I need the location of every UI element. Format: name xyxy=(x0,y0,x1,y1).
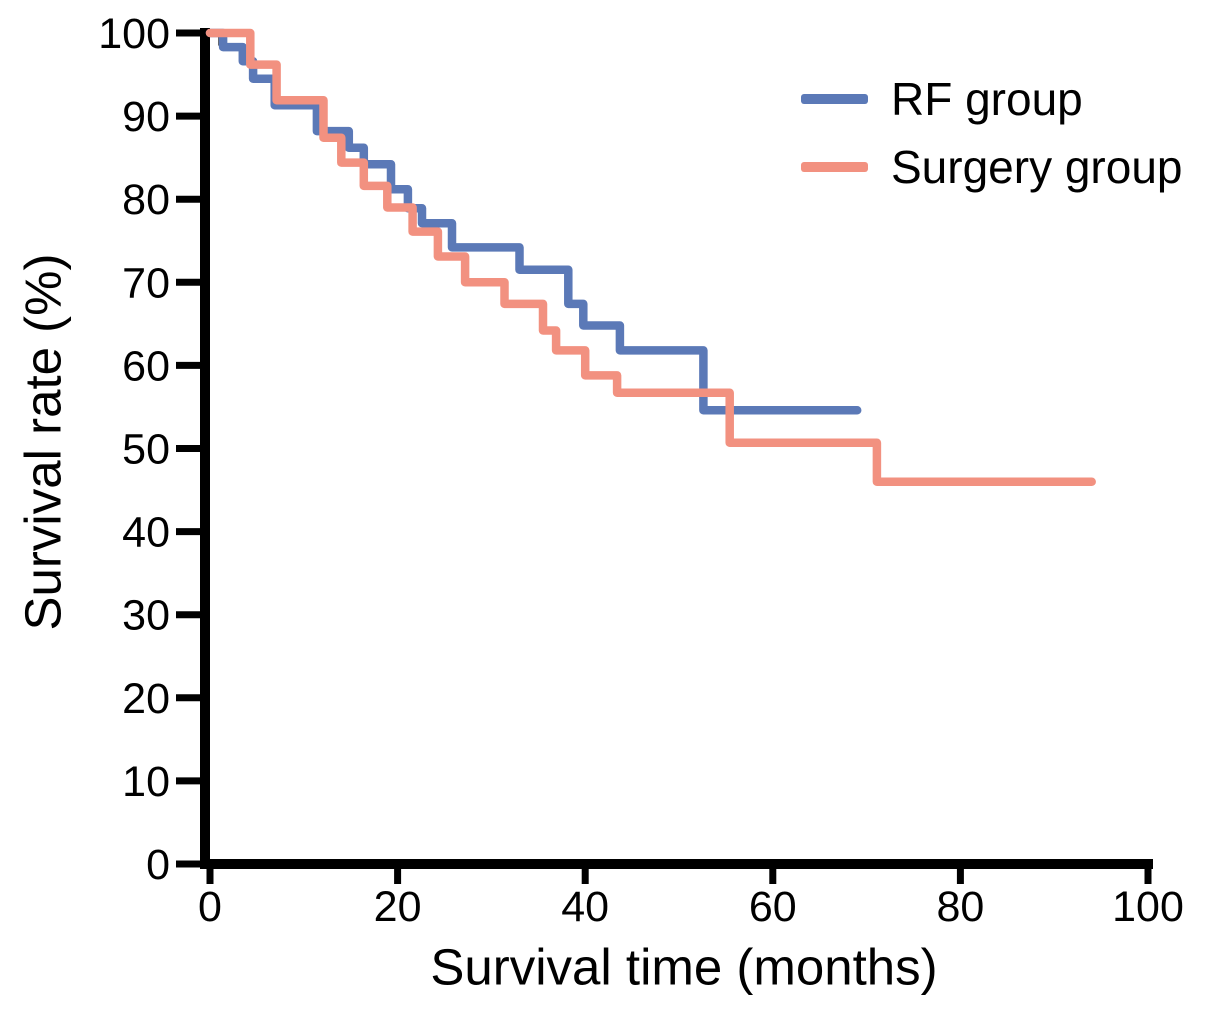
x-axis-tick-label: 60 xyxy=(749,883,797,931)
x-axis-title: Survival time (months) xyxy=(430,938,938,996)
legend: RF group Surgery group xyxy=(801,74,1183,209)
surgery-group-line-swatch xyxy=(801,161,868,172)
surgery-group-curve xyxy=(205,28,1096,486)
legend-item-surgery-group: Surgery group xyxy=(801,140,1183,193)
rf-group-curve xyxy=(205,28,862,415)
x-axis-tick-label: 80 xyxy=(936,883,984,931)
y-axis-tick-label: 30 xyxy=(122,592,170,640)
y-axis-title: Survival rate (%) xyxy=(14,253,72,631)
y-axis-tick-label: 40 xyxy=(122,509,170,557)
y-axis-tick-label: 80 xyxy=(122,176,170,224)
y-axis-tick-label: 90 xyxy=(122,93,170,141)
y-axis-tick-label: 20 xyxy=(122,675,170,723)
legend-label-rf-group: RF group xyxy=(891,73,1083,125)
x-axis-tick-label: 20 xyxy=(374,883,422,931)
y-axis-tick-label: 50 xyxy=(122,426,170,474)
x-axis-tick-label: 100 xyxy=(1112,883,1184,931)
x-axis-tick-label: 40 xyxy=(561,883,609,931)
legend-item-rf-group: RF group xyxy=(801,74,1183,125)
legend-label-surgery-group: Surgery group xyxy=(891,140,1183,193)
y-axis-tick-label: 10 xyxy=(122,758,170,806)
rf-group-line-swatch xyxy=(801,94,868,105)
x-axis-tick-label: 0 xyxy=(198,883,222,931)
y-axis-tick-label: 70 xyxy=(122,259,170,307)
y-axis-tick-label: 100 xyxy=(98,10,170,58)
y-axis-tick-label: 0 xyxy=(146,841,170,889)
y-axis-tick-label: 60 xyxy=(122,342,170,390)
